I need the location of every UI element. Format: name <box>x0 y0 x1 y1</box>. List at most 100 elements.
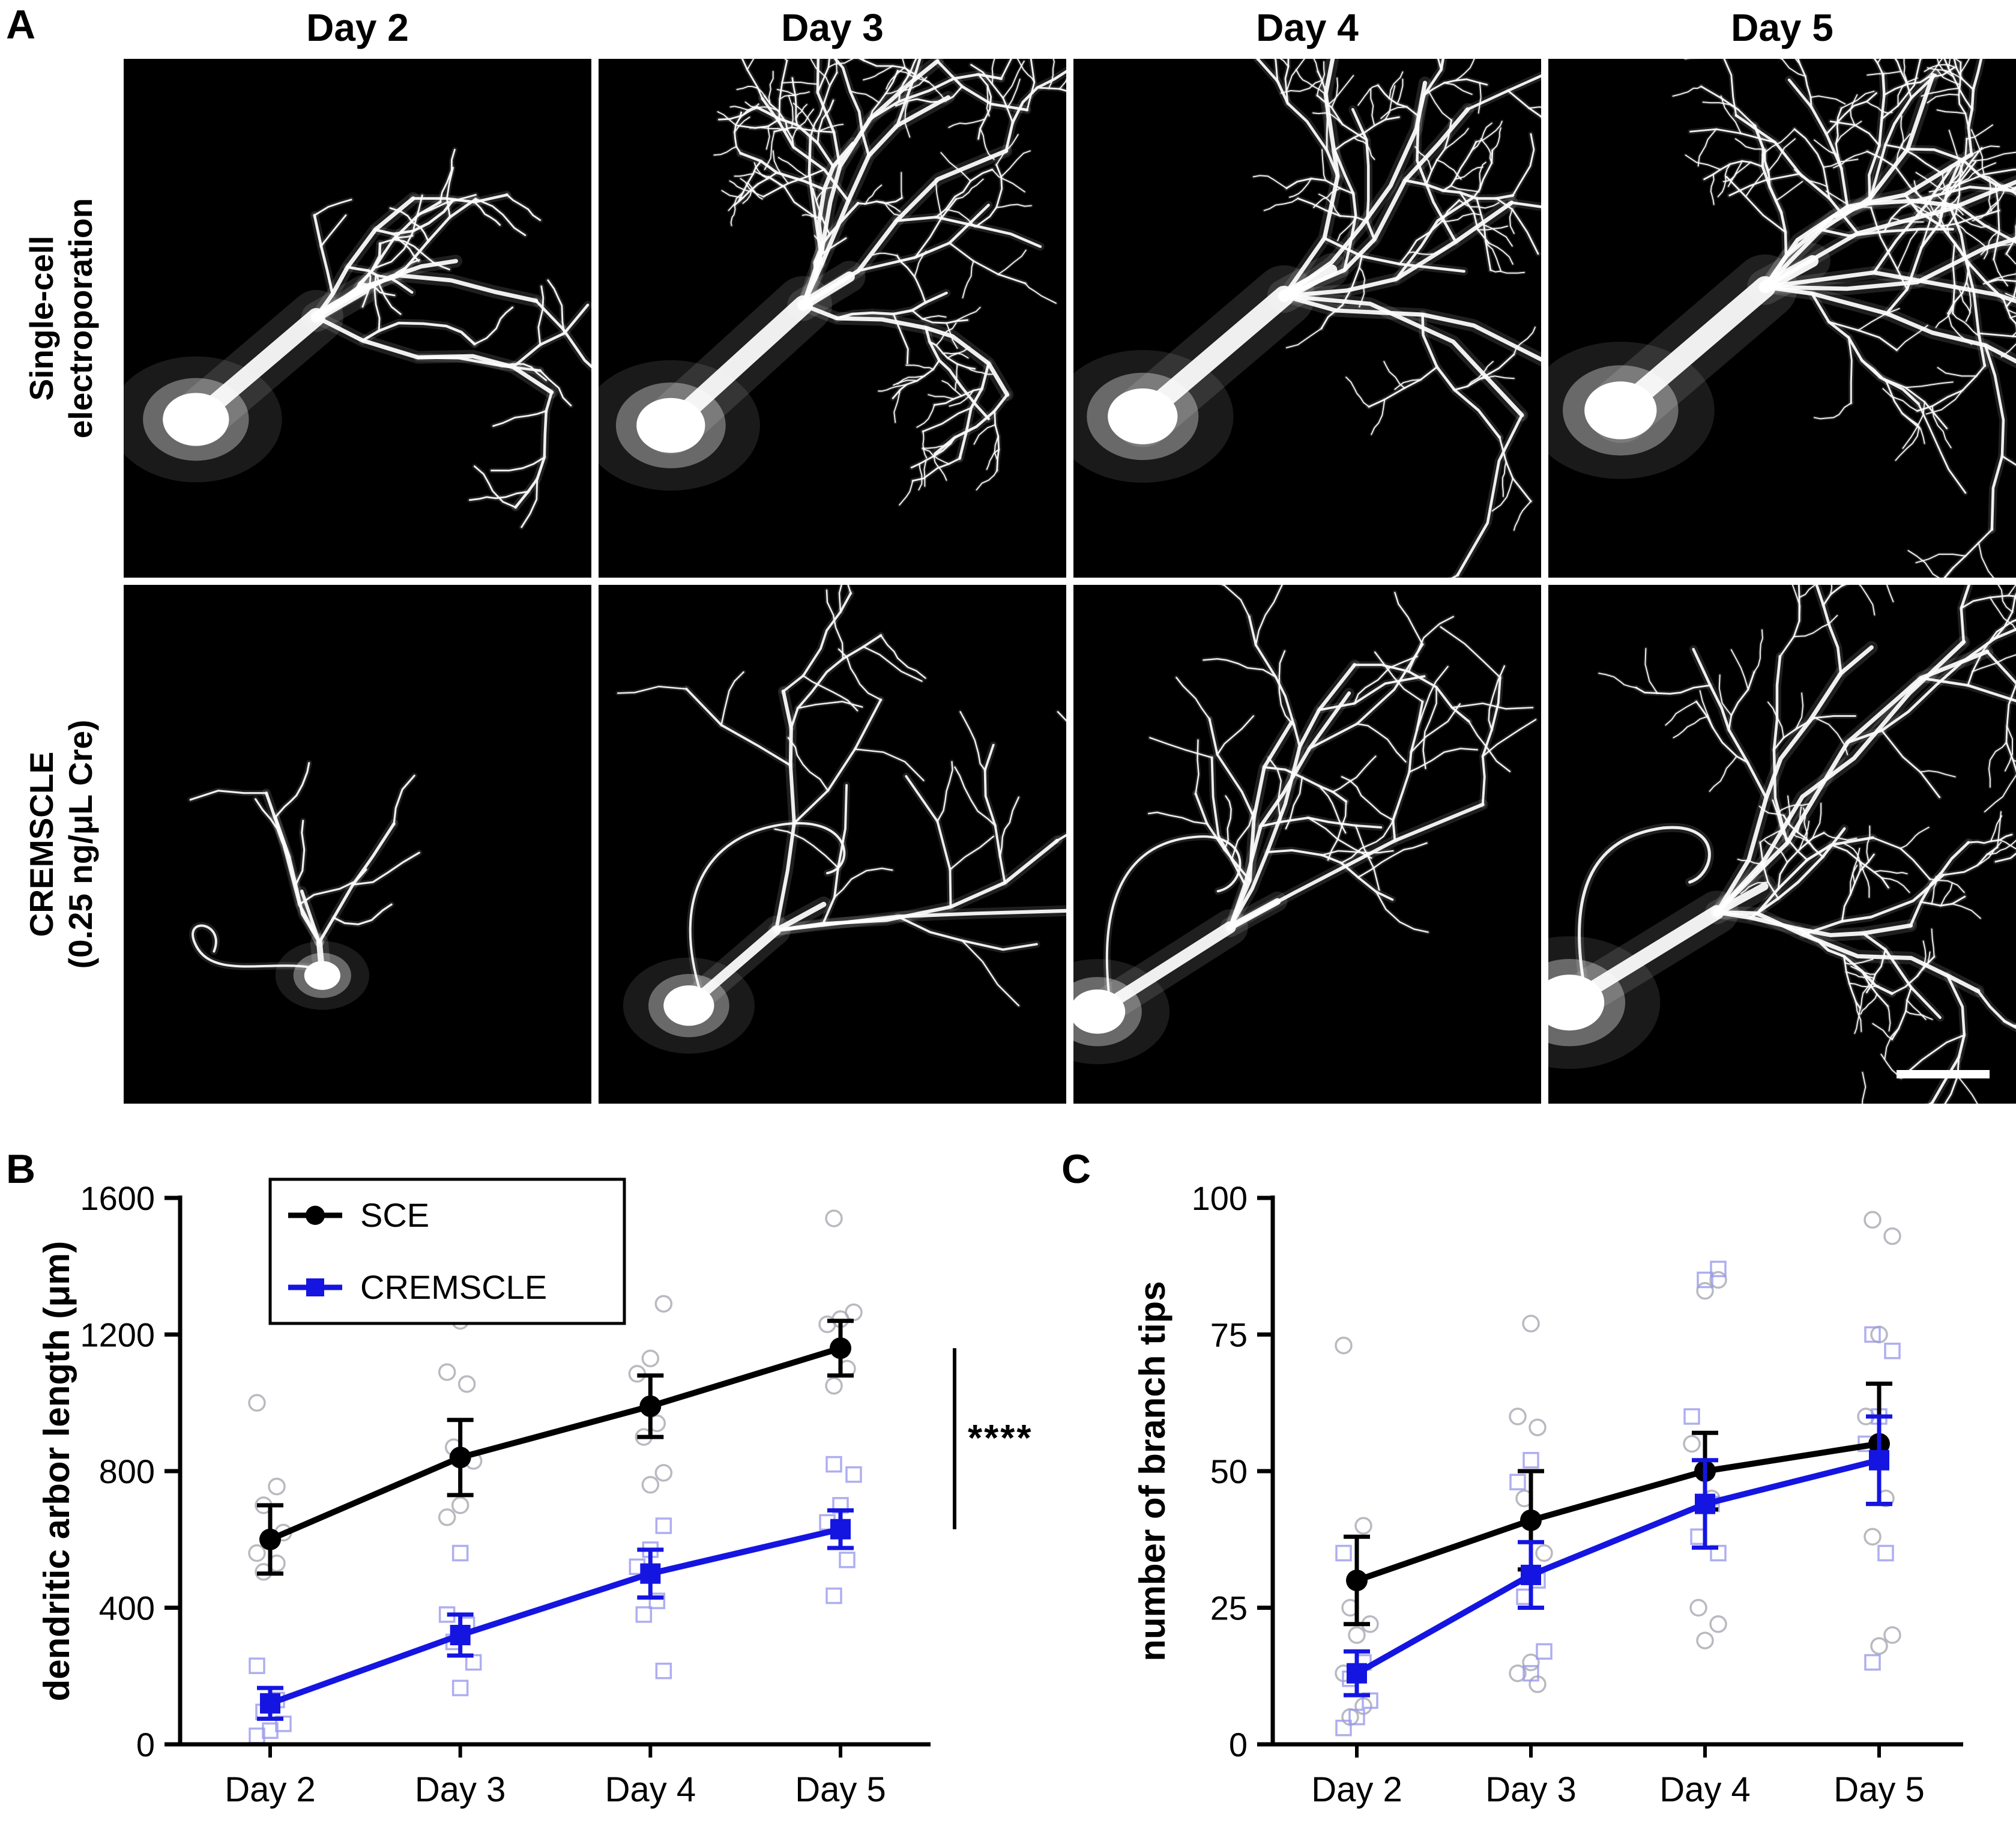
scatter-point-SCE <box>1535 1544 1553 1562</box>
micrograph-sce-day5 <box>1548 59 2016 578</box>
x-tick-label: Day 4 <box>605 1770 696 1809</box>
micrograph-grid <box>124 59 2016 1104</box>
series-CREMSCLE <box>1344 1414 1892 1698</box>
series-SCE <box>1344 1381 1892 1627</box>
row-label-line: Single-cell <box>23 235 61 401</box>
scatter-point-CREMSCLE <box>1884 1343 1901 1359</box>
scatter-point-CREMSCLE <box>655 1662 672 1679</box>
scatter-point-SCE <box>641 1476 660 1494</box>
scatter-point-SCE <box>1709 1271 1727 1289</box>
scatter-point-CREMSCLE <box>451 1544 469 1562</box>
mean-marker-SCE <box>830 1337 851 1359</box>
scatter-point-CREMSCLE <box>1864 1326 1881 1343</box>
mean-marker-CREMSCLE <box>260 1693 280 1714</box>
scatter-point-CREMSCLE <box>1536 1643 1553 1660</box>
panel-a-label: A <box>6 2 36 47</box>
scatter-point-SCE <box>1883 1626 1901 1644</box>
x-tick-label: Day 2 <box>225 1770 316 1809</box>
mean-marker-SCE <box>639 1395 662 1417</box>
scatter-point-CREMSCLE <box>262 1722 279 1739</box>
mean-line-CREMSCLE <box>1354 1457 1882 1676</box>
scatter-point-CREMSCLE <box>1335 1544 1352 1562</box>
scatter-point-SCE <box>1529 1418 1547 1436</box>
series-SCE <box>257 1319 854 1576</box>
soma <box>636 398 705 453</box>
neuron-image <box>615 585 1066 1054</box>
x-tick-label: Day 2 <box>1311 1770 1402 1809</box>
scatter-point-SCE <box>1509 1664 1527 1682</box>
scatter-point-SCE <box>1522 1653 1540 1672</box>
panel-c-label: C <box>1061 1146 1091 1192</box>
legend-label-SCE: SCE <box>360 1196 429 1234</box>
mean-marker-SCE <box>1520 1509 1542 1531</box>
x-tick-label: Day 5 <box>795 1770 886 1809</box>
scatter-point-SCE <box>1870 1637 1888 1655</box>
scatter-point-CREMSCLE <box>1697 1271 1713 1289</box>
scatter-point-CREMSCLE <box>1864 1654 1881 1671</box>
y-axis-label: dendritic arbor length (μm) <box>37 1241 77 1702</box>
mean-marker-SCE <box>259 1528 281 1550</box>
scatter-point-SCE <box>1709 1615 1727 1633</box>
scatter-point-CREMSCLE <box>1335 1719 1352 1737</box>
significance-stars: **** <box>968 1418 1033 1459</box>
mean-marker-CREMSCLE <box>640 1563 661 1584</box>
scatter-point-SCE <box>1696 1631 1714 1649</box>
neuron-image <box>1073 59 1541 578</box>
y-tick-label: 400 <box>99 1589 155 1627</box>
scatter-point-CREMSCLE <box>825 1456 842 1473</box>
soma <box>304 961 340 990</box>
y-tick-label: 25 <box>1210 1589 1248 1627</box>
row-label-line: electroporation <box>62 198 99 439</box>
day-header-3: Day 4 <box>1256 6 1359 49</box>
day-column-headers: Day 2 Day 3 Day 4 Day 5 <box>124 0 2016 55</box>
soma <box>663 985 714 1026</box>
soma <box>1073 989 1126 1034</box>
scatter-point-SCE <box>438 1508 456 1526</box>
scatter-point-CREMSCLE <box>1877 1544 1894 1562</box>
series-CREMSCLE <box>257 1508 854 1721</box>
scatter-point-SCE <box>654 1295 673 1313</box>
row-label-sce: Single-cell electroporation <box>22 59 100 578</box>
micrograph-sce-day2 <box>124 59 591 578</box>
neuron-image <box>124 147 591 530</box>
axes: 0 400 800 1200 1600 Day 2 Day 3 Day 4 Day 5 dendr… <box>37 1179 931 1809</box>
scatter-point-CREMSCLE <box>1710 1260 1727 1278</box>
scatter-point-CREMSCLE <box>648 1592 666 1609</box>
mean-marker-CREMSCLE <box>1347 1663 1367 1684</box>
scatter-point-CREMSCLE <box>1509 1474 1526 1490</box>
axes: 0 25 50 75 100 Day 2 Day 3 Day 4 Day 5 number of … <box>1135 1179 1963 1809</box>
scatter-point-SCE <box>818 1315 836 1334</box>
micrograph-sce-day4 <box>1073 59 1541 578</box>
micrograph-cremscle-day2 <box>124 585 591 1104</box>
scatter-point-SCE <box>268 1477 286 1496</box>
mean-marker-CREMSCLE <box>1869 1450 1889 1471</box>
legend: SCE CREMSCLE <box>268 1178 626 1325</box>
scatter-point-SCE <box>1522 1314 1540 1333</box>
scatter-point-SCE <box>1354 1517 1372 1535</box>
legend-box <box>268 1178 626 1325</box>
scatter-point-SCE <box>641 1349 660 1368</box>
y-tick-label: 50 <box>1210 1453 1248 1490</box>
mean-marker-CREMSCLE <box>830 1519 851 1540</box>
y-tick-label: 0 <box>136 1726 155 1764</box>
scatter-point-SCE <box>1683 1434 1701 1453</box>
scatter-point-CREMSCLE <box>1683 1408 1700 1425</box>
mean-marker-CREMSCLE <box>1695 1493 1715 1514</box>
scatter-point-SCE <box>825 1209 843 1227</box>
row-label-cremscle: CREMSCLE (0.25 ng/μL Cre) <box>22 585 100 1104</box>
y-tick-label: 800 <box>99 1453 155 1490</box>
x-tick-label: Day 4 <box>1659 1770 1751 1809</box>
chart-branch-tips: 0 25 50 75 100 Day 2 Day 3 Day 4 Day 5 number of … <box>1135 1179 1963 1809</box>
significance: **** <box>953 1348 1033 1529</box>
scatter-point-SCE <box>457 1375 476 1393</box>
legend-label-CREMSCLE: CREMSCLE <box>360 1268 547 1306</box>
scatter-point-CREMSCLE <box>635 1606 653 1623</box>
x-tick-label: Day 3 <box>415 1770 506 1809</box>
soma <box>163 393 229 446</box>
scale-bar <box>1897 1070 1990 1078</box>
soma <box>1108 388 1178 444</box>
x-tick-label: Day 5 <box>1833 1770 1925 1809</box>
micrograph-cremscle-day3 <box>599 585 1066 1104</box>
mean-marker-SCE <box>1346 1570 1368 1591</box>
